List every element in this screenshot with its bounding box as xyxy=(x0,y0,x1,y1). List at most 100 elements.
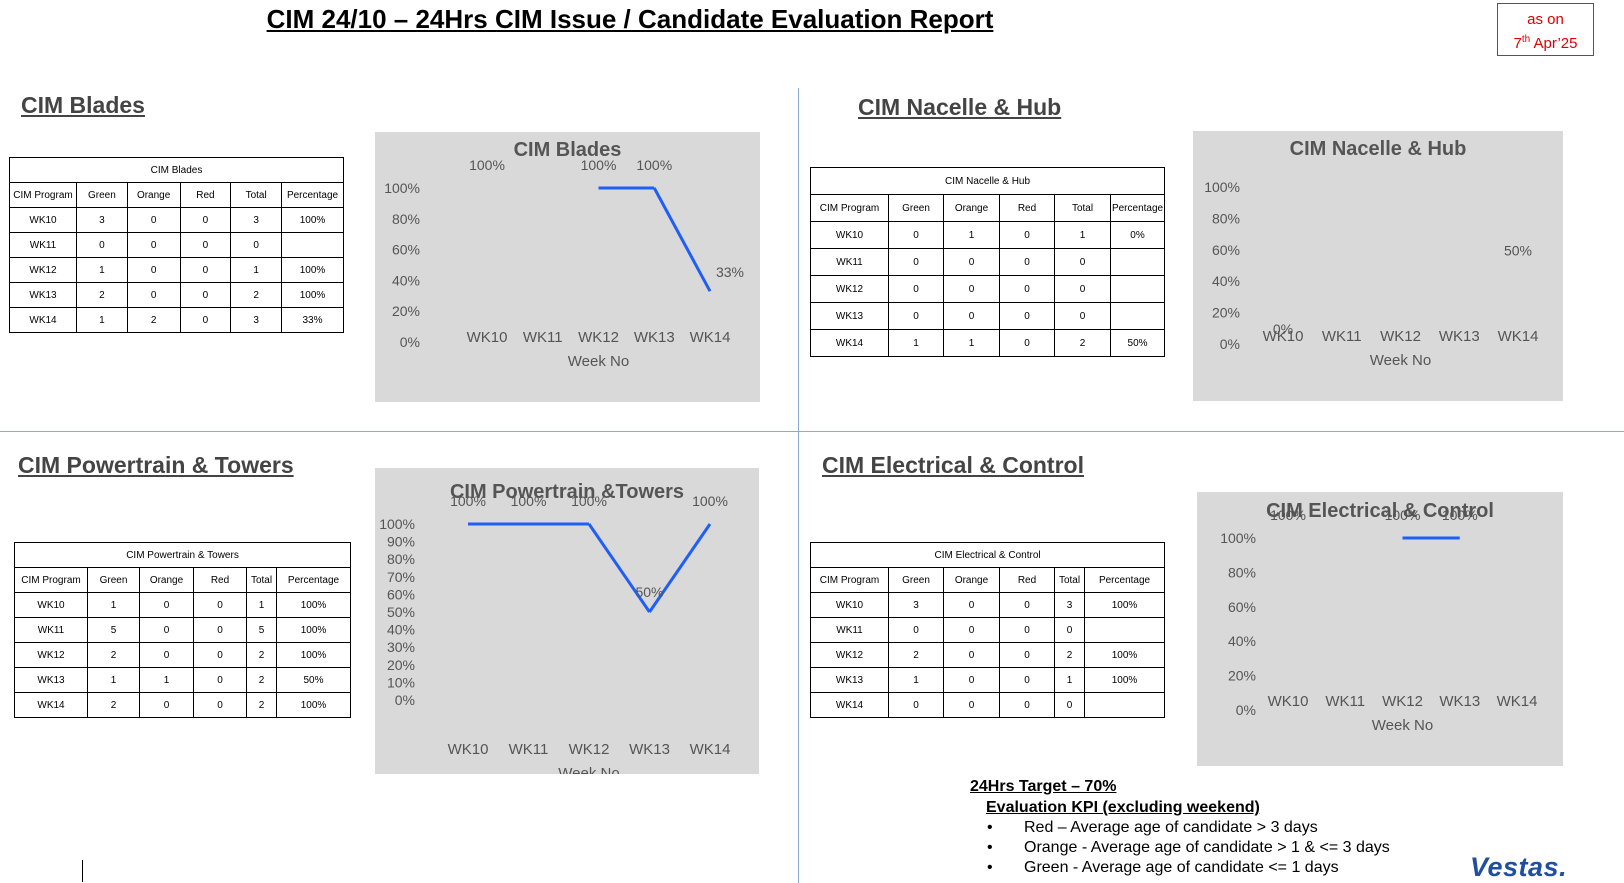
data-label: 100% xyxy=(692,493,728,509)
y-tick-label: 0% xyxy=(1236,702,1256,718)
table-cell xyxy=(1109,275,1166,303)
column-header: Red xyxy=(999,194,1055,222)
y-tick-label: 100% xyxy=(384,180,420,196)
y-tick-label: 60% xyxy=(387,586,415,602)
kpi-item-orange: Orange - Average age of candidate > 1 & … xyxy=(970,838,1390,858)
x-tick-label: WK10 xyxy=(467,329,508,346)
x-tick-label: WK11 xyxy=(1325,693,1365,710)
table-row: WK13 1 0 0 1 100% xyxy=(810,667,1166,693)
table-cell: WK14 xyxy=(810,329,889,357)
table-cell: 1 xyxy=(76,257,128,283)
data-label: 50% xyxy=(1504,243,1532,259)
table-row: WK10 0 1 0 1 0% xyxy=(810,221,1166,249)
table-cell: 1 xyxy=(943,329,1000,357)
column-header: Percentage xyxy=(281,182,344,208)
table-cell: 1 xyxy=(888,329,944,357)
table-cell: WK13 xyxy=(9,282,77,308)
table-cell: 2 xyxy=(87,642,140,668)
table-row: WK10 3 0 0 3 100% xyxy=(9,207,344,233)
table-cell: 0 xyxy=(193,667,247,693)
y-tick-label: 40% xyxy=(392,272,420,288)
x-tick-label: WK12 xyxy=(578,329,619,346)
x-tick-label: WK13 xyxy=(634,329,675,346)
y-tick-label: 80% xyxy=(392,211,420,227)
table-row: WK12 1 0 0 1 100% xyxy=(9,257,344,283)
table-cell: 5 xyxy=(87,617,140,643)
table-cell: 0 xyxy=(999,617,1055,643)
nacelle-heading: CIM Nacelle & Hub xyxy=(858,94,1062,120)
table-cell: 0% xyxy=(1109,221,1166,249)
column-header: Red xyxy=(179,182,232,208)
x-tick-label: WK10 xyxy=(1263,328,1304,345)
table-cell: 0 xyxy=(999,329,1055,357)
table-cell xyxy=(1109,302,1166,330)
electrical-table: CIM Electrical & Control CIM Program Green… xyxy=(809,542,1166,718)
table-cell: 0 xyxy=(1054,617,1085,643)
electrical-chart-svg: CIM Electrical & Control 0% 20% 40% 60% 80% 10… xyxy=(1220,500,1537,734)
table-cell: 0 xyxy=(1054,692,1085,718)
table-cell: 0 xyxy=(193,617,247,643)
blades-heading: CIM Blades xyxy=(21,92,145,118)
table-row: WK14 0 0 0 0 xyxy=(810,692,1166,718)
table-cell: 0 xyxy=(139,617,194,643)
table-cell: 0 xyxy=(943,275,1000,303)
series-line-segment xyxy=(652,187,712,292)
kpi-list: Red – Average age of candidate > 3 days … xyxy=(970,818,1390,878)
table-cell: 100% xyxy=(281,282,344,308)
table-cell: 100% xyxy=(281,207,344,233)
table-cell: 2 xyxy=(126,307,181,333)
table-cell: WK14 xyxy=(14,692,88,718)
table-cell: 3 xyxy=(888,592,944,618)
table-caption: CIM Nacelle & Hub xyxy=(809,167,1166,195)
column-header: CIM Program xyxy=(9,182,77,208)
table-cell: 0 xyxy=(179,307,232,333)
table-cell: 0 xyxy=(888,617,944,643)
powertrain-heading: CIM Powertrain & Towers xyxy=(18,452,294,478)
data-label: 100% xyxy=(571,493,607,509)
column-header: Percentage xyxy=(1083,567,1166,593)
table-row: WK14 1 2 0 3 33% xyxy=(9,307,344,333)
table-row: WK12 2 0 0 2 100% xyxy=(14,642,352,668)
table-cell: 0 xyxy=(230,232,283,258)
table-cell: WK11 xyxy=(810,617,889,643)
table-cell: 0 xyxy=(179,282,232,308)
table-row: WK10 3 0 0 3 100% xyxy=(810,592,1166,618)
table-cell: 0 xyxy=(126,257,181,283)
table-cell: WK11 xyxy=(14,617,88,643)
table-cell: 0 xyxy=(888,692,944,718)
table-cell: 100% xyxy=(275,692,352,718)
data-label: 100% xyxy=(636,157,672,173)
table-cell: 100% xyxy=(1083,642,1166,668)
table-cell: WK13 xyxy=(14,667,88,693)
table-cell: 2 xyxy=(888,642,944,668)
y-tick-label: 20% xyxy=(1228,668,1256,684)
table-cell: 100% xyxy=(281,257,344,283)
y-tick-label: 0% xyxy=(395,692,415,708)
table-cell: 0 xyxy=(999,248,1055,276)
table-cell: 100% xyxy=(1083,667,1166,693)
data-label: 0% xyxy=(1273,321,1293,337)
table-row: WK14 2 0 0 2 100% xyxy=(14,692,352,718)
column-header: Orange xyxy=(943,567,1000,593)
table-cell: WK10 xyxy=(9,207,77,233)
x-tick-label: WK12 xyxy=(569,741,610,758)
x-tick-label: WK12 xyxy=(1380,328,1421,345)
table-cell: 0 xyxy=(139,642,194,668)
table-caption: CIM Powertrain & Towers xyxy=(13,542,352,568)
table-cell: 0 xyxy=(193,692,247,718)
powertrain-x-axis-label: Week No xyxy=(558,765,619,774)
table-row: WK11 0 0 0 0 xyxy=(9,232,344,258)
column-header: Green xyxy=(76,182,128,208)
table-cell: 3 xyxy=(1054,592,1085,618)
nacelle-table: CIM Nacelle & Hub CIM Program Green Orange R… xyxy=(809,167,1166,357)
table-row: WK12 0 0 0 0 xyxy=(810,275,1166,303)
table-cell: 0 xyxy=(126,207,181,233)
column-header: Total xyxy=(1054,194,1111,222)
table-cell: 2 xyxy=(246,692,277,718)
table-cell: 1 xyxy=(87,667,140,693)
y-tick-label: 90% xyxy=(387,534,415,550)
table-cell: 100% xyxy=(275,617,352,643)
x-tick-label: WK13 xyxy=(629,741,670,758)
column-header: Percentage xyxy=(1109,194,1166,222)
column-header: Green xyxy=(888,567,944,593)
